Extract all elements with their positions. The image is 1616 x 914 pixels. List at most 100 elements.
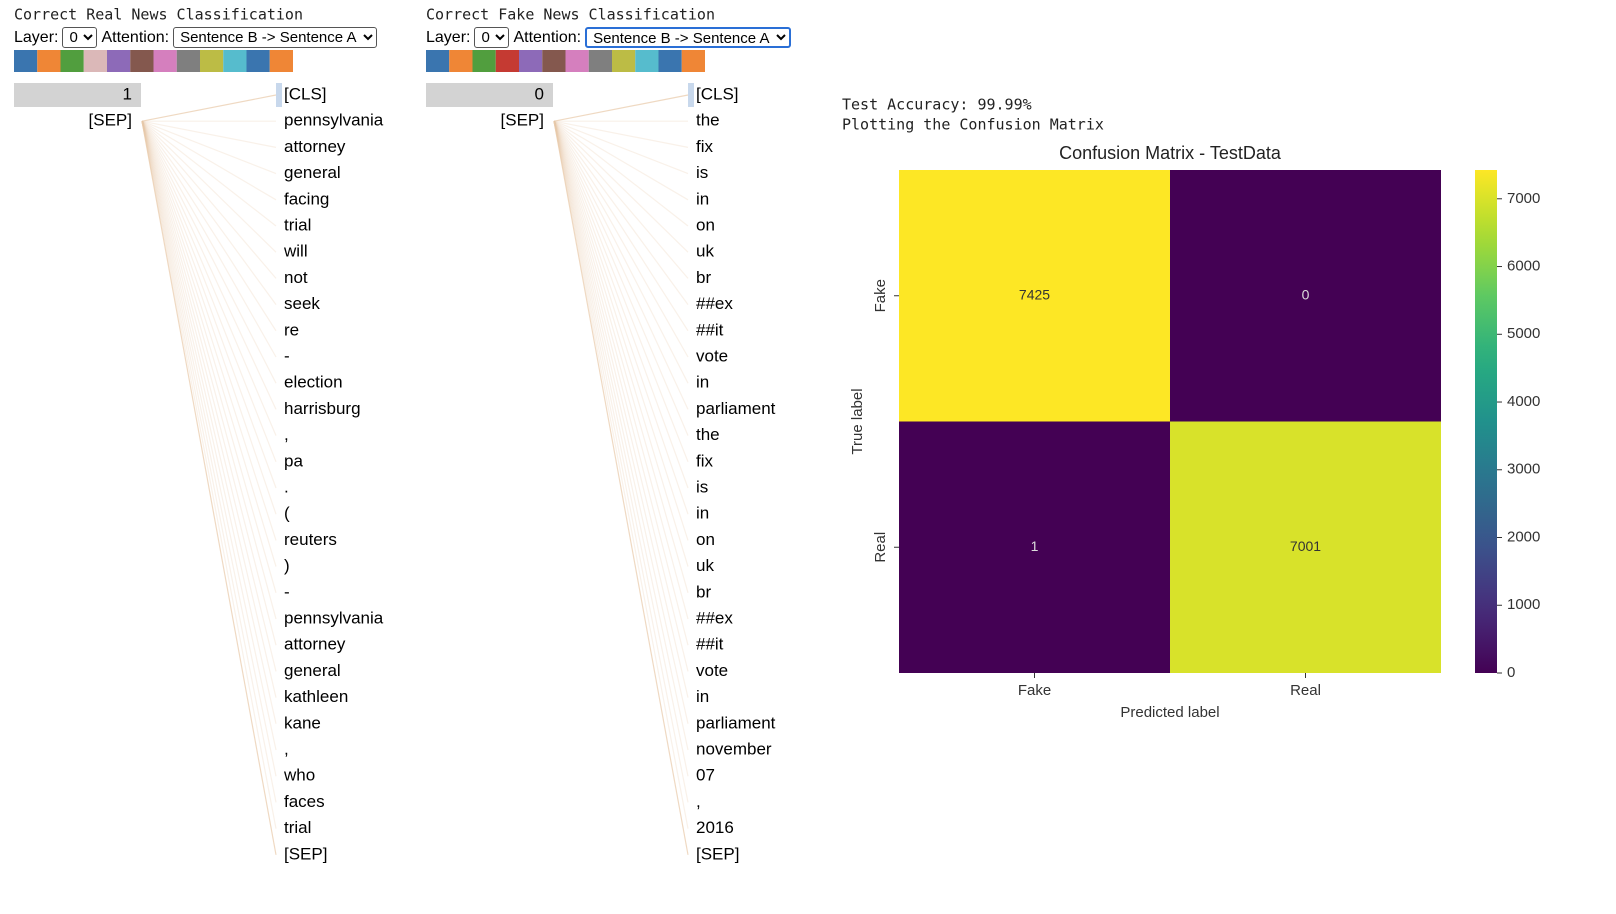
attention-line [553, 121, 689, 646]
right-token: ##ex [696, 608, 733, 627]
right-token: br [696, 268, 711, 287]
attention-line [553, 121, 689, 672]
right-token: election [284, 373, 343, 392]
right-token: - [284, 582, 290, 601]
y-tick-label: Real [872, 532, 889, 563]
head-swatch [200, 50, 224, 72]
right-token: kane [284, 713, 321, 732]
right-token: attorney [284, 137, 346, 156]
head-swatch [519, 50, 543, 72]
heatmap-cell [1170, 170, 1441, 422]
head-swatch [269, 50, 293, 72]
attention-line [141, 121, 277, 541]
right-token: , [284, 739, 289, 758]
right-token: [CLS] [284, 84, 327, 103]
attention-line [141, 120, 277, 332]
head-swatch [542, 50, 566, 72]
right-token: 2016 [696, 818, 734, 837]
head-swatch [60, 50, 84, 72]
attention-line [553, 94, 689, 122]
layer-select[interactable]: 0 [474, 27, 510, 48]
head-swatch [658, 50, 682, 72]
heatmap-cell [899, 170, 1170, 422]
left-token: [SEP] [501, 111, 544, 130]
left-token: 0 [535, 84, 544, 103]
right-token: faces [284, 792, 325, 811]
right-token: in [696, 189, 709, 208]
right-token: the [696, 111, 720, 130]
right-token: november [696, 739, 772, 758]
head-swatch [588, 50, 612, 72]
head-swatch [681, 50, 705, 72]
heatmap-cell [899, 421, 1170, 673]
right-token: br [696, 582, 711, 601]
right-token: , [284, 425, 289, 444]
attention-line [553, 120, 689, 410]
right-token: ##it [696, 320, 724, 339]
left-token-highlight [14, 83, 141, 107]
attention-line [141, 120, 277, 279]
right-token: parliament [696, 713, 776, 732]
cell-label: 7001 [1290, 538, 1321, 554]
attention-line [553, 120, 689, 305]
right-token: is [696, 163, 708, 182]
right-token: [SEP] [696, 844, 739, 863]
attention-line [553, 120, 689, 253]
right-token: on [696, 530, 715, 549]
attention-line [553, 121, 689, 803]
right-token: is [696, 477, 708, 496]
attention-select[interactable]: Sentence B -> Sentence A [173, 27, 378, 48]
attention-line [141, 121, 277, 646]
right-token: - [284, 346, 290, 365]
colorbar-tick-label: 4000 [1507, 393, 1540, 410]
attention-line [141, 120, 277, 384]
attention-line [553, 120, 689, 463]
attention-line [553, 121, 689, 855]
y-tick-label: Fake [872, 279, 889, 312]
attention-line [141, 121, 277, 620]
colorbar-tick-label: 5000 [1507, 325, 1540, 342]
right-token: vote [696, 346, 728, 365]
attention-line [141, 120, 277, 201]
attention-line [553, 120, 689, 201]
x-tick-label: Fake [1018, 682, 1051, 699]
attention-line [553, 120, 689, 175]
right-token: uk [696, 556, 714, 575]
attention-line [141, 121, 277, 855]
right-token: on [696, 215, 715, 234]
attention-line [553, 121, 689, 593]
right-token: in [696, 687, 709, 706]
attention-line [553, 121, 689, 829]
cell-label: 0 [1302, 286, 1310, 302]
attention-line [141, 121, 277, 829]
right-token: fix [696, 137, 714, 156]
attention-line [141, 121, 277, 724]
head-swatch [426, 50, 450, 72]
right-token: . [284, 477, 289, 496]
right-token: pa [284, 451, 303, 470]
head-swatch [472, 50, 496, 72]
attention-line [141, 120, 277, 148]
left-token: [SEP] [89, 111, 132, 130]
attention-line [553, 121, 689, 620]
right-token: seek [284, 294, 320, 313]
right-token: , [696, 792, 701, 811]
right-token: facing [284, 189, 329, 208]
right-token: uk [696, 242, 714, 261]
colorbar-tick-label: 7000 [1507, 190, 1540, 207]
attention-select[interactable]: Sentence B -> Sentence A [585, 27, 792, 48]
head-swatch [635, 50, 659, 72]
head-swatch [107, 50, 131, 72]
attention-line [141, 121, 277, 777]
attention-line [553, 120, 689, 332]
attention-line [553, 120, 689, 489]
left-token: 1 [123, 84, 132, 103]
right-token: not [284, 268, 308, 287]
right-token: the [696, 425, 720, 444]
layer-select[interactable]: 0 [62, 27, 98, 48]
colorbar-tick-label: 1000 [1507, 596, 1540, 613]
right-token: general [284, 163, 341, 182]
head-swatch [449, 50, 473, 72]
attention-line [141, 121, 277, 672]
